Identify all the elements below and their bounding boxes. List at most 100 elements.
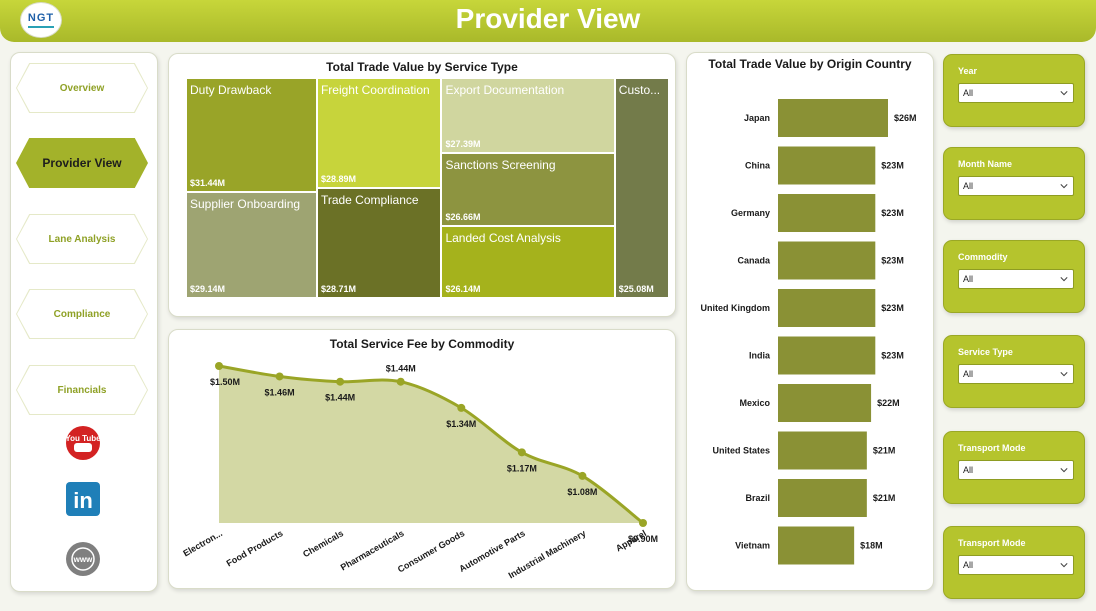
treemap-tile-label: Freight Coordination [320, 83, 430, 97]
area-data-label: $1.44M [325, 393, 355, 403]
web-icon[interactable]: www [65, 541, 101, 577]
bar-data-label: $21M [873, 493, 896, 503]
slicer-month-name: Month Name All [943, 147, 1085, 220]
area-point-food-products[interactable] [275, 372, 284, 381]
slicer-label: Month Name [958, 159, 1012, 169]
year-dropdown[interactable]: All [958, 83, 1074, 103]
treemap-tile-trade-compliance[interactable]: Trade Compliance $28.71M [316, 188, 442, 298]
slicer-transport-mode-2: Transport Mode All [943, 526, 1085, 599]
treemap-tile-sanctions-screening[interactable]: Sanctions Screening $26.66M [441, 153, 615, 227]
dropdown-value: All [963, 274, 974, 284]
bar-category-label: Brazil [745, 493, 770, 503]
area-chart-svg: $1.50M Electron... $1.46M Food Products $1.4… [181, 362, 658, 580]
bar-japan[interactable] [778, 99, 888, 137]
treemap-tile-duty-drawback[interactable]: Duty Drawback $31.44M [186, 78, 317, 193]
bar-chart-svg: Japan $26M China $23M Germany $23M Canada $23M U… [701, 99, 917, 565]
nav-item-financials[interactable]: Financials [16, 365, 148, 415]
commodity-dropdown[interactable]: All [958, 269, 1074, 289]
month-name-dropdown[interactable]: All [958, 176, 1074, 196]
nav-panel: Overview Provider View Lane Analysis Com… [10, 52, 158, 592]
bar-india[interactable] [778, 336, 876, 375]
chevron-down-icon [1060, 91, 1068, 96]
bar-vietnam[interactable] [778, 526, 855, 565]
treemap-tile-freight-coordination[interactable]: Freight Coordination $28.89M [316, 78, 442, 189]
treemap-tile-label: Duty Drawback [190, 83, 272, 97]
bar-china[interactable] [778, 146, 876, 185]
slicer-year: Year All [943, 54, 1085, 127]
slicer-service-type: Service Type All [943, 335, 1085, 408]
area-data-label: $1.44M [386, 364, 416, 374]
area-point-pharmaceuticals[interactable] [396, 377, 405, 386]
treemap-tile-label: Supplier Onboarding [190, 197, 301, 212]
nav-item-label: Compliance [17, 290, 147, 338]
dropdown-value: All [963, 181, 974, 191]
logo-underline [28, 26, 54, 28]
chevron-down-icon [1060, 468, 1068, 473]
bar-brazil[interactable] [778, 479, 867, 517]
transport-mode-dropdown-2[interactable]: All [958, 555, 1074, 575]
treemap-tile-export-documentation[interactable]: Export Documentation $27.39M [441, 78, 615, 154]
area-point-industrial-machinery[interactable] [578, 471, 587, 480]
nav-item-lane-analysis[interactable]: Lane Analysis [16, 214, 148, 264]
chevron-down-icon [1060, 277, 1068, 282]
area-chart-panel: Total Service Fee by Commodity $1.50M Ele… [168, 329, 676, 589]
slicer-commodity: Commodity All [943, 240, 1085, 313]
bar-category-label: Canada [737, 256, 771, 266]
slicer-label: Transport Mode [958, 443, 1026, 453]
youtube-icon-text: You Tube [65, 434, 101, 443]
bar-category-label: Germany [731, 208, 770, 218]
bar-germany[interactable] [778, 194, 876, 232]
area-data-label: $0.90M [628, 534, 658, 544]
area-point-apparel[interactable] [639, 519, 647, 527]
treemap-tile-value: $25.08M [618, 284, 654, 294]
dropdown-value: All [963, 560, 974, 570]
area-data-label: $1.08M [567, 487, 597, 497]
bar-category-label: United Kingdom [701, 303, 771, 313]
bar-category-label: Vietnam [735, 541, 770, 551]
nav-item-label: Financials [17, 366, 147, 414]
area-point-automotive-parts[interactable] [517, 448, 526, 457]
transport-mode-dropdown[interactable]: All [958, 460, 1074, 480]
bar-category-label: United States [712, 446, 770, 456]
treemap-tile-value: $26.66M [445, 212, 481, 223]
service-type-dropdown[interactable]: All [958, 364, 1074, 384]
nav-item-compliance[interactable]: Compliance [16, 289, 148, 339]
bar-mexico[interactable] [778, 384, 872, 422]
nav-item-overview[interactable]: Overview [16, 63, 148, 113]
treemap-tile-supplier-onboarding[interactable]: Supplier Onboarding $29.14M [186, 192, 317, 298]
bar-chart-title: Total Trade Value by Origin Country [708, 57, 912, 71]
dropdown-value: All [963, 369, 974, 379]
bar-united-states[interactable] [778, 431, 867, 470]
treemap-tile-value: $28.71M [320, 284, 356, 294]
nav-item-provider-view[interactable]: Provider View [16, 138, 148, 188]
bar-united-kingdom[interactable] [778, 289, 876, 327]
header-bar: NGT Provider View [0, 0, 1096, 42]
area-point-electron[interactable] [215, 362, 223, 370]
treemap-title: Total Trade Value by Service Type [326, 60, 518, 74]
bar-data-label: $18M [860, 541, 883, 551]
bar-data-label: $22M [877, 398, 900, 408]
treemap-tile-custo[interactable]: Custo... $25.08M [614, 78, 669, 298]
area-point-chemicals[interactable] [336, 377, 345, 386]
bar-data-label: $23M [881, 208, 904, 218]
bar-category-label: China [745, 161, 771, 171]
bar-canada[interactable] [778, 241, 876, 280]
youtube-icon[interactable]: You Tube [65, 425, 101, 461]
nav-item-label: Lane Analysis [17, 215, 147, 263]
linkedin-icon[interactable]: in [65, 481, 101, 517]
treemap-tile-label: Landed Cost Analysis [445, 231, 561, 246]
treemap-tile-value: $28.89M [320, 174, 356, 185]
bar-category-label: Mexico [739, 398, 770, 408]
web-icon-text: www [73, 555, 93, 564]
area-data-label: $1.50M [210, 377, 240, 387]
bar-category-label: Japan [744, 113, 770, 123]
slicer-transport-mode: Transport Mode All [943, 431, 1085, 504]
slicer-label: Service Type [958, 347, 1013, 357]
page-title: Provider View [455, 3, 641, 34]
area-data-label: $1.17M [507, 463, 537, 473]
treemap-tile-value: $31.44M [190, 178, 226, 189]
area-point-consumer-goods[interactable] [457, 403, 466, 412]
slicer-label: Commodity [958, 252, 1008, 262]
treemap-tile-landed-cost-analysis[interactable]: Landed Cost Analysis $26.14M [441, 226, 615, 298]
dropdown-value: All [963, 88, 974, 98]
